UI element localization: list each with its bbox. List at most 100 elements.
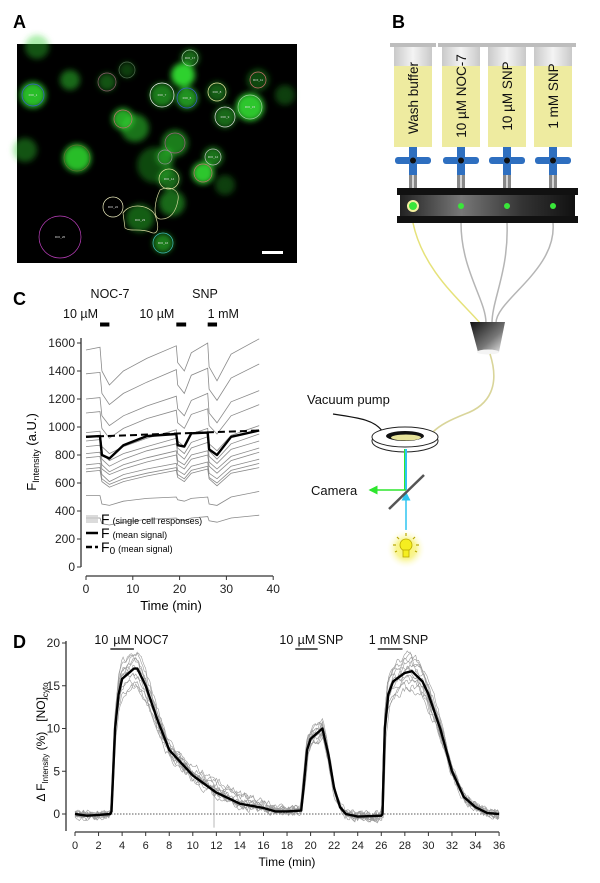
cell-fluorescence	[25, 35, 49, 59]
roi-label: ROI_1	[29, 93, 38, 97]
d-x-tick-label: 28	[399, 840, 411, 852]
roi-circle	[158, 168, 180, 190]
roi-label: ROI_8	[213, 90, 222, 94]
c-x-tick-label: 20	[173, 582, 187, 596]
roi-circle	[113, 109, 133, 129]
roi-circle	[237, 94, 263, 120]
c-noc7-label: NOC-7	[91, 287, 130, 301]
cell-fluorescence	[275, 85, 295, 105]
d-application-unit: mM	[380, 633, 401, 647]
cell-fluorescence	[150, 83, 174, 107]
single-cell-trace	[85, 338, 260, 386]
perfusion-setup-diagram: Wash buffer 10 µM NOC-7 10 µM SNP 1 mM SNP …	[307, 43, 578, 569]
cell-fluorescence	[171, 63, 195, 87]
c-y-tick-label: 800	[55, 448, 75, 462]
cell-fluorescence	[13, 138, 37, 162]
funnel-outlet	[477, 349, 499, 355]
syringe-4: 1 mM SNP	[530, 43, 576, 188]
single-cell-trace	[85, 451, 260, 476]
roi-circle	[164, 132, 186, 154]
d-x-tick-label: 14	[234, 840, 246, 852]
roi-circle	[63, 144, 91, 172]
c-x-tick-label: 40	[267, 582, 281, 596]
cell-fluorescence	[126, 204, 154, 232]
c-legend: F (single cell responses) F (mean signal) …	[86, 511, 202, 557]
roi-label: ROI_22	[108, 205, 119, 209]
syringe-1: Wash buffer	[390, 43, 436, 188]
roi-circle	[21, 83, 45, 107]
d-x-tick-label: 10	[187, 840, 199, 852]
single-cell-trace	[85, 447, 260, 473]
cell-fluorescence	[60, 70, 80, 90]
panel-label-c: C	[13, 289, 26, 309]
c-y-axis-label: FIntensity (a.U.)	[24, 413, 41, 491]
roi-circle	[152, 232, 174, 254]
cell-fluorescence	[159, 190, 185, 216]
single-cell-trace	[85, 467, 260, 488]
single-cell-trace	[86, 491, 260, 506]
single-cell-trace	[85, 390, 260, 427]
single-cell-trace	[85, 363, 260, 406]
f0-mean-line	[85, 429, 260, 438]
d-application-drug: SNP	[318, 633, 344, 647]
c-application-bar	[100, 322, 110, 327]
c-y-tick-label: 200	[55, 532, 75, 546]
c-y-tick-label: 400	[55, 504, 75, 518]
d-x-tick-label: 22	[328, 840, 340, 852]
single-cell-trace	[74, 672, 500, 822]
roi-circle	[38, 215, 82, 259]
manifold-bottom	[397, 216, 578, 223]
cell-fluorescence	[181, 49, 199, 67]
mean-signal-line	[74, 667, 500, 818]
c-y-tick-label: 600	[55, 476, 75, 490]
syringe-3: 10 µM SNP	[484, 43, 530, 188]
legend-entry-f0: F0 (mean signal)	[101, 539, 173, 557]
c-x-tick-label: 0	[83, 582, 90, 596]
single-cell-trace	[85, 404, 260, 439]
single-cell-trace	[74, 682, 500, 823]
single-cell-trace	[85, 463, 260, 485]
roi-circle	[207, 82, 227, 102]
scale-bar	[262, 251, 283, 254]
single-cell-trace	[74, 650, 500, 823]
c-x-tick-label: 10	[126, 582, 140, 596]
single-cell-trace	[86, 514, 260, 526]
outlet-tube	[432, 353, 495, 433]
d-application-concentration: 10	[279, 633, 293, 647]
d-application-drug: NOC7	[134, 633, 169, 647]
panel-label-a: A	[13, 12, 26, 32]
c-y-tick-label: 1000	[48, 420, 75, 434]
d-x-tick-label: 30	[422, 840, 434, 852]
c-x-tick-label: 30	[220, 582, 234, 596]
roi-label: ROI_15	[245, 105, 256, 109]
roi-label: ROI_12	[208, 155, 219, 159]
roi-circle	[249, 71, 267, 89]
d-x-tick-label: 24	[352, 840, 364, 852]
roi-circle	[204, 148, 222, 166]
chart-c-raw-fluorescence: 0 200 400 600 800 1000 1200 1400 1600 0 10 20 30 40 T…	[24, 287, 280, 613]
d-x-tick-label: 32	[446, 840, 458, 852]
d-application-unit: µM	[298, 633, 316, 647]
cell-fluorescence	[236, 93, 264, 121]
inlet-indicator	[504, 203, 510, 209]
lamp-icon	[386, 529, 426, 569]
cell-fluorescence	[203, 147, 223, 167]
single-cell-trace	[74, 658, 500, 821]
c-y-tick-label: 1200	[48, 392, 75, 406]
cell-fluorescence	[214, 106, 236, 128]
c-snp-label: SNP	[192, 287, 218, 301]
legend-entry-single-cell: F (single cell responses)	[101, 511, 202, 527]
d-x-tick-label: 16	[257, 840, 269, 852]
manifold-body	[400, 195, 575, 216]
mean-signal-line	[85, 429, 260, 460]
d-y-axis-label: Δ FIntensity (%)[NO]cyto	[34, 682, 50, 802]
d-x-tick-label: 6	[143, 840, 149, 852]
roi-label: ROI_11	[253, 78, 263, 82]
d-y-tick-label: 10	[47, 722, 61, 736]
syringe-2: 10 µM NOC-7	[438, 43, 484, 188]
mixing-funnel	[470, 322, 505, 352]
roi-label: ROI_17	[185, 56, 196, 60]
d-x-axis-label: Time (min)	[259, 855, 316, 869]
perfusion-tube	[412, 222, 481, 324]
single-cell-trace	[74, 658, 500, 823]
